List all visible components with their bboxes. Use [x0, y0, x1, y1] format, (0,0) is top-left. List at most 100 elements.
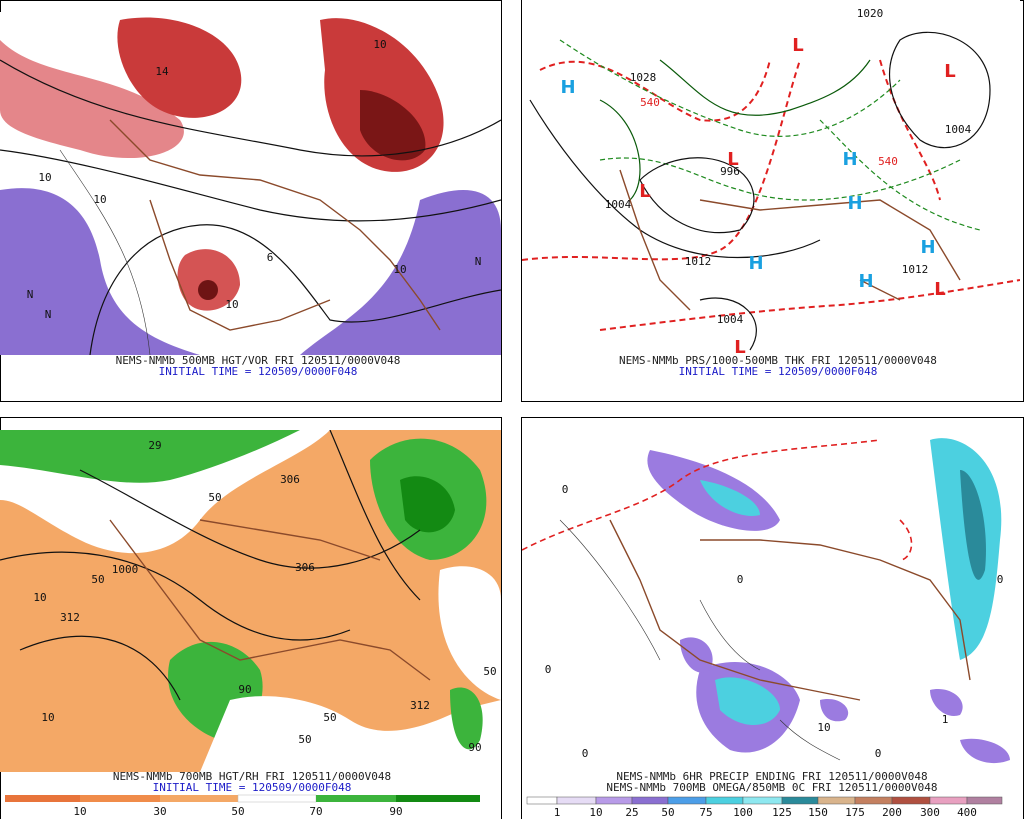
colorbar-label: 10 — [589, 806, 602, 819]
contour-label: 50 — [208, 491, 221, 504]
colorbar-swatch — [891, 796, 931, 805]
colorbar-swatch — [705, 796, 744, 805]
contour-label: 29 — [148, 439, 161, 452]
colorbar-label: 125 — [772, 806, 792, 819]
vorticity-positive — [177, 249, 240, 311]
thickness-contour — [599, 59, 1020, 331]
colorbar-swatch — [237, 794, 317, 803]
colorbar-label: 1 — [554, 806, 561, 819]
precip-area — [680, 637, 1010, 764]
precip-heavy — [930, 438, 1002, 660]
colorbar-swatch — [631, 796, 669, 805]
contour-label: 1004 — [605, 198, 632, 211]
colorbar-swatch — [160, 795, 238, 802]
pressure-center: L — [734, 337, 745, 358]
contour-label: 0 — [997, 573, 1004, 586]
contour-label: 306 — [295, 561, 315, 574]
contour-label: 10 — [225, 298, 238, 311]
pressure-center: H — [842, 149, 857, 170]
colorbar-swatch — [80, 795, 160, 802]
contour-label: 1028 — [630, 71, 657, 84]
thickness-contour — [559, 39, 981, 231]
coastline — [619, 169, 961, 311]
rh-high — [0, 430, 300, 483]
pressure-center: L — [944, 61, 955, 82]
contour-label: 0 — [875, 747, 882, 760]
contour-label: 540 — [878, 155, 898, 168]
isobar — [599, 59, 871, 201]
pressure-center: L — [792, 35, 803, 56]
colorbar-swatch — [5, 795, 80, 802]
pressure-center: H — [920, 237, 935, 258]
rh-mid — [200, 696, 501, 772]
colorbar-label: 300 — [920, 806, 940, 819]
height-contour — [0, 430, 421, 701]
rh-high — [450, 687, 483, 750]
freezing-line — [522, 439, 913, 561]
height-contour — [0, 149, 501, 222]
contour-label: 10 — [33, 591, 46, 604]
contour-label: 1004 — [945, 123, 972, 136]
contour-label: 50 — [323, 711, 336, 724]
pressure-center: H — [858, 271, 873, 292]
pressure-center: H — [748, 253, 763, 274]
caption: NEMS-NMMb 700MB HGT/RH FRI 120511/0000V0… — [113, 770, 391, 783]
contour-label: 50 — [91, 573, 104, 586]
contour-label: 0 — [737, 573, 744, 586]
height-contour — [0, 59, 501, 157]
contour-label: N — [27, 288, 34, 301]
contour-label: 6 — [267, 251, 274, 264]
colorbar-swatch — [854, 796, 893, 805]
vorticity-max — [360, 90, 426, 161]
contour-label: 14 — [155, 65, 169, 78]
contour-label: N — [475, 255, 482, 268]
contour-label: 1000 — [112, 563, 139, 576]
colorbar-swatch — [595, 796, 633, 805]
contour-label: 1020 — [857, 7, 884, 20]
colorbar-label: 90 — [389, 805, 402, 818]
map-mslp — [522, 0, 1020, 355]
colorbar-swatch — [316, 795, 396, 802]
vorticity-contour — [59, 149, 151, 355]
initial-time: INITIAL TIME = 120509/0000F048 — [159, 365, 358, 378]
contour-label: 312 — [410, 699, 430, 712]
omega-contour — [559, 519, 841, 761]
contour-label: 50 — [298, 733, 311, 746]
precip-heavy — [700, 480, 760, 516]
colorbar-label: 200 — [882, 806, 902, 819]
contour-label: 10 — [373, 38, 386, 51]
colorbar-swatch — [966, 796, 1003, 805]
colorbar-label: 100 — [733, 806, 753, 819]
contour-label: 996 — [720, 165, 740, 178]
caption: NEMS-NMMb PRS/1000-500MB THK FRI 120511/… — [619, 354, 937, 367]
colorbar-swatch — [742, 796, 783, 805]
rh-mid — [438, 566, 501, 700]
map-500mb — [0, 12, 501, 355]
pressure-center: H — [560, 77, 575, 98]
contour-label: N — [45, 308, 52, 321]
contour-label: 540 — [640, 96, 660, 109]
contour-label: 1004 — [717, 313, 744, 326]
colorbar-label: 30 — [153, 805, 166, 818]
thickness-contour — [522, 59, 801, 261]
precip-heavy — [715, 677, 780, 725]
vorticity-max — [198, 280, 218, 300]
colorbar-label: 150 — [808, 806, 828, 819]
pressure-center: L — [727, 149, 738, 170]
colorbar-rh — [5, 794, 480, 803]
initial-time: INITIAL TIME = 120509/0000F048 — [153, 781, 352, 794]
colorbar-swatch — [667, 796, 707, 805]
height-contour — [89, 224, 501, 355]
contour-label: 306 — [280, 473, 300, 486]
caption: NEMS-NMMb 6HR PRECIP ENDING FRI 120511/0… — [616, 770, 927, 783]
contour-label: 312 — [60, 611, 80, 624]
contour-label: 10 — [393, 263, 406, 276]
precip-max — [960, 470, 986, 580]
contour-label: 10 — [38, 171, 51, 184]
colorbar-swatch — [396, 795, 480, 802]
colorbar-swatch — [929, 796, 968, 805]
contour-label: 0 — [545, 663, 552, 676]
colorbar-swatch — [556, 796, 597, 805]
contour-label: 50 — [483, 665, 496, 678]
map-precip — [522, 430, 1020, 770]
